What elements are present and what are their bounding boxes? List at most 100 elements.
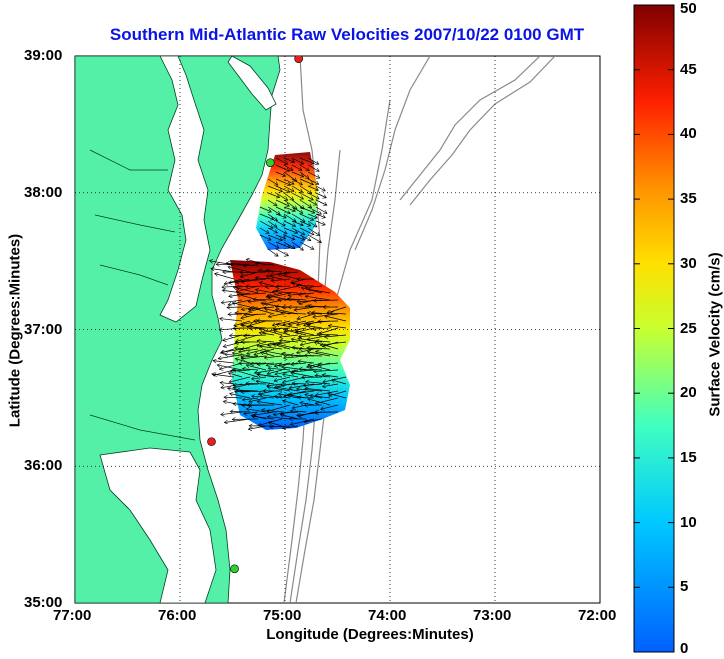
- velocity-arrow: [298, 293, 315, 295]
- velocity-arrow: [315, 390, 339, 395]
- velocity-arrow: [250, 320, 267, 325]
- velocity-arrow: [307, 348, 331, 349]
- velocity-arrow: [267, 185, 282, 192]
- velocity-arrow: [275, 206, 290, 214]
- velocity-arrow: [271, 279, 291, 281]
- velocity-arrow: [244, 314, 267, 315]
- velocity-arrow: [260, 352, 275, 357]
- velocity-arrow: [283, 227, 298, 233]
- velocity-arrow: [232, 303, 251, 308]
- velocity-arrow: [235, 359, 251, 364]
- velocity-arrow: [241, 341, 267, 350]
- velocity-arrow: [259, 213, 274, 220]
- velocity-arrow: [305, 296, 331, 301]
- velocity-arrow: [332, 380, 347, 385]
- velocity-arrow: [322, 383, 339, 387]
- velocity-arrow: [291, 178, 302, 185]
- velocity-arrow: [236, 390, 259, 391]
- velocity-arrow: [242, 369, 259, 370]
- velocity-arrow: [283, 157, 295, 162]
- colorbar-tick-label: 40: [680, 125, 697, 143]
- velocity-arrow: [325, 316, 347, 322]
- velocity-arrow: [308, 365, 331, 371]
- velocity-arrow: [222, 290, 243, 294]
- velocity-arrow: [325, 335, 347, 337]
- colorbar-tick-label: 5: [680, 578, 689, 596]
- velocity-arrow: [252, 396, 275, 398]
- colorbar-tick-label: 20: [680, 384, 697, 402]
- velocity-arrow: [283, 241, 295, 250]
- radar-site-marker: [265, 158, 275, 167]
- velocity-arrow: [227, 307, 243, 308]
- velocity-arrow: [248, 425, 267, 429]
- velocity-arrow: [322, 341, 339, 347]
- x-tick-label: 74:00: [368, 607, 407, 624]
- velocity-arrow: [221, 299, 243, 303]
- radar-site-marker: [207, 437, 216, 446]
- velocity-arrow: [228, 267, 251, 273]
- colorbar-tick-label: 50: [680, 0, 697, 17]
- velocity-arrow: [262, 410, 283, 413]
- velocity-arrow: [267, 220, 277, 227]
- velocity-arrow: [291, 234, 305, 240]
- velocity-arrow: [235, 278, 259, 283]
- chesapeake-bay: [159, 56, 211, 323]
- radar-site-marker: [230, 564, 239, 574]
- radar-sites: [207, 56, 303, 574]
- velocity-arrow: [307, 199, 317, 205]
- velocity-arrow: [299, 157, 314, 164]
- velocity-arrow: [266, 270, 283, 272]
- velocity-arrow: [299, 206, 315, 213]
- velocity-arrow: [291, 206, 303, 213]
- x-tick-label: 73:00: [473, 607, 512, 624]
- velocity-arrow: [267, 241, 279, 248]
- velocity-arrow: [229, 373, 243, 378]
- radar-site-marker: [294, 56, 303, 64]
- colorbar-tick-label: 45: [680, 60, 697, 78]
- velocity-arrow: [245, 286, 267, 287]
- velocity-arrow: [299, 199, 312, 208]
- velocity-arrow: [275, 178, 291, 185]
- velocity-arrow: [315, 220, 325, 225]
- velocity-arrow: [274, 396, 291, 398]
- velocity-arrow: [265, 351, 291, 357]
- velocity-arrow: [315, 199, 327, 205]
- x-tick-label: 76:00: [158, 607, 197, 624]
- velocity-arrow: [291, 213, 305, 223]
- velocity-arrow: [299, 178, 314, 185]
- velocity-arrow: [283, 171, 297, 181]
- velocity-arrow: [267, 199, 277, 206]
- velocity-arrow: [236, 285, 259, 292]
- velocity-arrow: [290, 418, 315, 425]
- velocity-arrow: [274, 376, 291, 381]
- velocity-arrow: [259, 220, 273, 228]
- velocity-arrow: [307, 220, 317, 227]
- velocity-arrow: [241, 293, 267, 295]
- velocity-arrow: [316, 341, 331, 342]
- velocity-arrow: [275, 185, 290, 192]
- velocity-arrow: [259, 333, 275, 336]
- velocity-arrow: [248, 300, 267, 302]
- velocity-arrow: [253, 299, 275, 300]
- velocity-arrow: [233, 287, 259, 294]
- velocity-arrow: [299, 369, 323, 370]
- velocity-arrow: [283, 374, 299, 378]
- velocity-arrow: [307, 206, 321, 214]
- velocity-arrow: [275, 164, 289, 171]
- velocity-arrow: [275, 248, 288, 256]
- velocity-arrow: [270, 426, 291, 427]
- colorbar-tick-label: 30: [680, 254, 697, 272]
- velocity-arrow: [295, 331, 315, 336]
- rivers: [89, 149, 196, 441]
- velocity-arrow: [313, 328, 331, 329]
- velocity-arrow: [220, 319, 243, 322]
- velocity-arrow: [267, 192, 280, 197]
- velocity-arrow: [283, 206, 295, 211]
- velocity-arrow: [284, 272, 299, 274]
- velocity-arrow: [217, 365, 243, 371]
- velocity-arrow: [218, 355, 235, 359]
- velocity-arrow: [299, 171, 309, 179]
- velocity-arrow: [215, 274, 235, 280]
- velocity-arrow: [267, 213, 277, 221]
